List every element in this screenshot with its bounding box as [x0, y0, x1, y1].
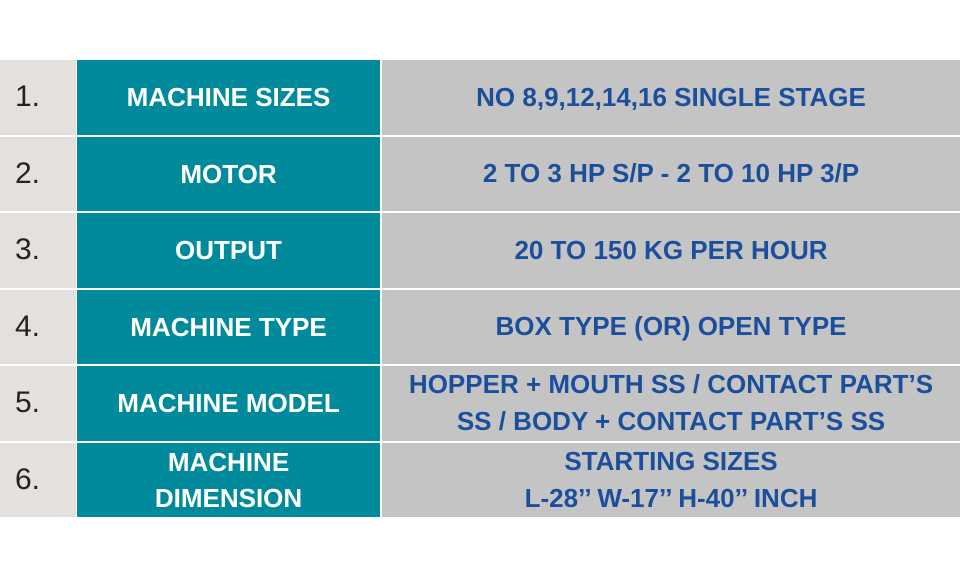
row-number: 6.	[0, 442, 76, 517]
table-row: 5. MACHINE MODEL HOPPER + MOUTH SS / CON…	[0, 366, 960, 441]
row-value-line: L-28’’ W-17’’ H-40’’ INCH	[524, 482, 818, 513]
row-label-line: DIMENSION	[154, 482, 303, 513]
table-row: 1. MACHINE SIZES NO 8,9,12,14,16 SINGLE …	[0, 60, 960, 135]
row-label: OUTPUT	[77, 213, 380, 288]
table-row: 3. OUTPUT 20 TO 150 KG PER HOUR	[0, 213, 960, 288]
row-value: 2 TO 3 HP S/P - 2 TO 10 HP 3/P	[382, 136, 960, 211]
row-label-line: MACHINE	[167, 446, 290, 477]
row-value: HOPPER + MOUTH SS / CONTACT PART’S SS / …	[382, 366, 960, 441]
row-value-line: HOPPER + MOUTH SS / CONTACT PART’S	[408, 369, 934, 400]
row-number: 5.	[0, 366, 76, 441]
row-value-line: SS / BODY + CONTACT PART’S SS	[456, 406, 886, 437]
row-label: MACHINE MODEL	[77, 366, 380, 441]
row-label: MOTOR	[77, 136, 380, 211]
row-number: 4.	[0, 289, 76, 364]
row-value: STARTING SIZES L-28’’ W-17’’ H-40’’ INCH	[382, 442, 960, 517]
table-row: 2. MOTOR 2 TO 3 HP S/P - 2 TO 10 HP 3/P	[0, 136, 960, 211]
table-row: 4. MACHINE TYPE BOX TYPE (OR) OPEN TYPE	[0, 289, 960, 364]
row-value: NO 8,9,12,14,16 SINGLE STAGE	[382, 60, 960, 135]
row-number: 3.	[0, 213, 76, 288]
row-value: 20 TO 150 KG PER HOUR	[382, 213, 960, 288]
spec-table: 1. MACHINE SIZES NO 8,9,12,14,16 SINGLE …	[0, 60, 960, 519]
row-value-line: STARTING SIZES	[564, 445, 778, 476]
row-number: 1.	[0, 60, 76, 135]
row-label: MACHINE DIMENSION	[77, 442, 380, 517]
table-row: 6. MACHINE DIMENSION STARTING SIZES L-28…	[0, 442, 960, 517]
row-label: MACHINE TYPE	[77, 289, 380, 364]
row-value: BOX TYPE (OR) OPEN TYPE	[382, 289, 960, 364]
row-label: MACHINE SIZES	[77, 60, 380, 135]
row-number: 2.	[0, 136, 76, 211]
